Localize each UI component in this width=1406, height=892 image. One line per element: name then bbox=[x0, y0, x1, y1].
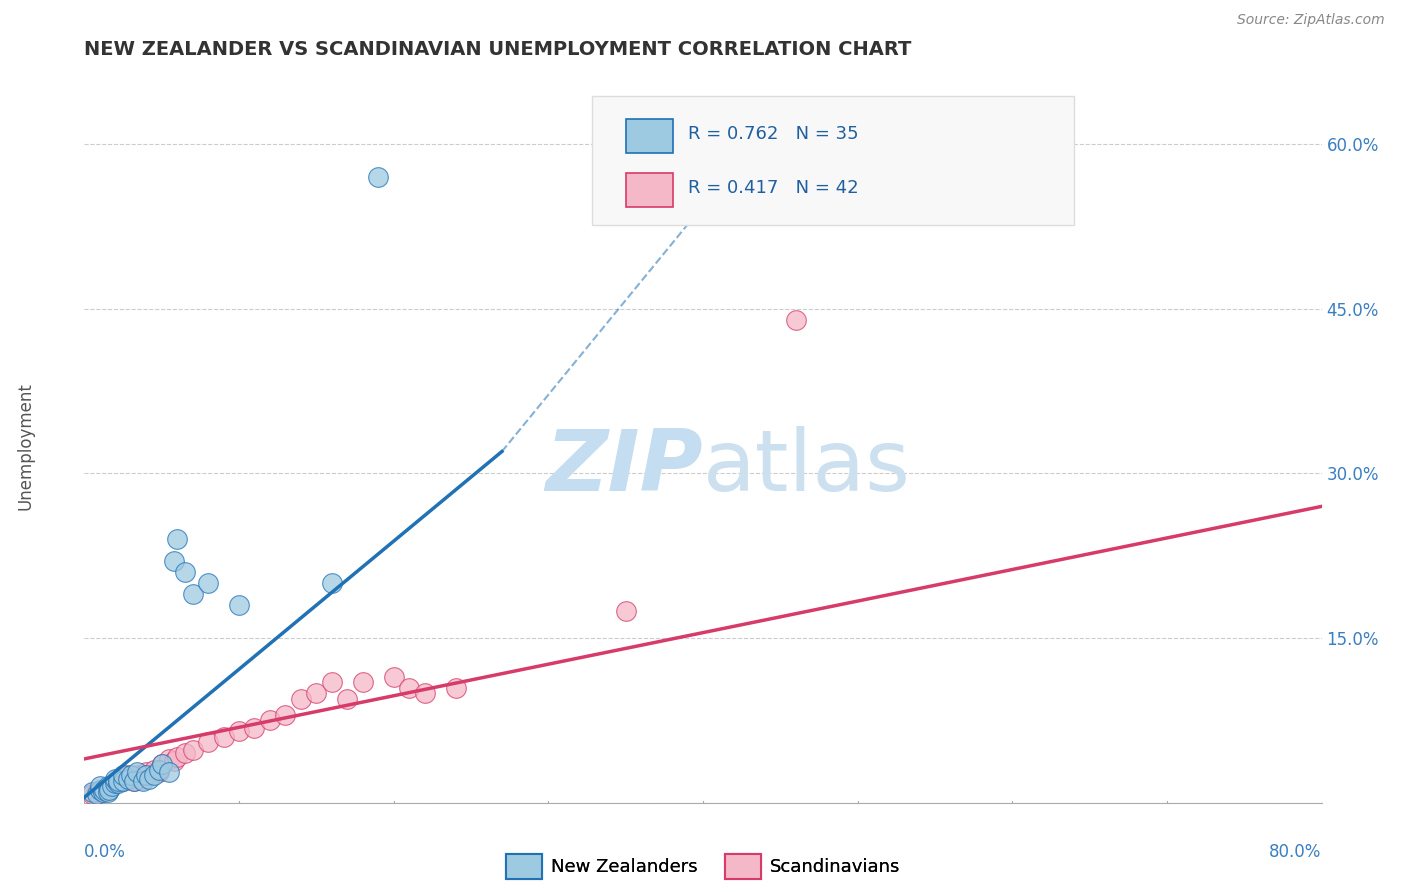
Point bbox=[148, 763, 170, 777]
Point bbox=[101, 780, 124, 794]
Text: Unemployment: Unemployment bbox=[17, 382, 34, 510]
Point bbox=[89, 780, 111, 794]
Point bbox=[138, 772, 160, 786]
Text: R = 0.417   N = 42: R = 0.417 N = 42 bbox=[688, 178, 859, 196]
Point bbox=[86, 787, 108, 801]
Point bbox=[143, 768, 166, 782]
Point bbox=[181, 587, 204, 601]
Point bbox=[166, 533, 188, 547]
Point bbox=[135, 765, 157, 780]
Point bbox=[382, 669, 405, 683]
Point bbox=[163, 754, 186, 768]
Point bbox=[444, 681, 467, 695]
Point bbox=[143, 763, 166, 777]
Point bbox=[163, 554, 186, 568]
Point bbox=[86, 785, 108, 799]
Point bbox=[122, 773, 145, 788]
Point bbox=[321, 675, 343, 690]
Point bbox=[243, 721, 266, 735]
Point bbox=[148, 765, 170, 780]
Point bbox=[97, 785, 120, 799]
Point bbox=[107, 773, 129, 788]
Point bbox=[101, 780, 124, 794]
Point bbox=[614, 604, 637, 618]
Point bbox=[117, 772, 139, 786]
Point bbox=[138, 768, 160, 782]
Point bbox=[120, 768, 142, 782]
Point bbox=[125, 765, 148, 780]
Point bbox=[174, 747, 197, 761]
Point bbox=[398, 681, 420, 695]
Point bbox=[117, 768, 139, 782]
Point bbox=[104, 776, 127, 790]
Point bbox=[104, 772, 127, 786]
Point bbox=[132, 773, 155, 788]
Text: 0.0%: 0.0% bbox=[84, 843, 127, 861]
Point bbox=[97, 782, 120, 797]
Point bbox=[305, 686, 328, 700]
Point bbox=[321, 576, 343, 591]
Point bbox=[97, 780, 120, 794]
Text: 80.0%: 80.0% bbox=[1270, 843, 1322, 861]
Point bbox=[132, 772, 155, 786]
Point bbox=[274, 708, 297, 723]
Point bbox=[89, 782, 111, 797]
Text: Source: ZipAtlas.com: Source: ZipAtlas.com bbox=[1237, 13, 1385, 28]
Point bbox=[150, 757, 173, 772]
Text: R = 0.762   N = 35: R = 0.762 N = 35 bbox=[688, 125, 859, 143]
Text: NEW ZEALANDER VS SCANDINAVIAN UNEMPLOYMENT CORRELATION CHART: NEW ZEALANDER VS SCANDINAVIAN UNEMPLOYME… bbox=[84, 40, 911, 59]
Point bbox=[98, 780, 121, 794]
Point bbox=[785, 312, 807, 326]
Point bbox=[197, 576, 219, 591]
Text: atlas: atlas bbox=[703, 425, 911, 509]
Point bbox=[98, 782, 121, 797]
Point bbox=[91, 785, 114, 799]
Point bbox=[181, 743, 204, 757]
Point bbox=[166, 749, 188, 764]
Text: ZIP: ZIP bbox=[546, 425, 703, 509]
Point bbox=[135, 768, 157, 782]
Point bbox=[89, 782, 111, 797]
Point bbox=[174, 566, 197, 580]
Point bbox=[150, 757, 173, 772]
Point bbox=[112, 773, 135, 788]
Point bbox=[228, 598, 250, 612]
Point bbox=[93, 782, 115, 797]
Point bbox=[352, 675, 374, 690]
Point bbox=[159, 752, 181, 766]
Legend: New Zealanders, Scandinavians: New Zealanders, Scandinavians bbox=[499, 847, 907, 887]
Point bbox=[107, 776, 129, 790]
Point bbox=[159, 765, 181, 780]
Point bbox=[120, 772, 142, 786]
Point bbox=[336, 691, 359, 706]
Point bbox=[413, 686, 436, 700]
Point bbox=[212, 730, 235, 744]
Point bbox=[82, 785, 104, 799]
FancyBboxPatch shape bbox=[626, 120, 673, 153]
Point bbox=[104, 776, 127, 790]
FancyBboxPatch shape bbox=[626, 173, 673, 207]
Point bbox=[122, 773, 145, 788]
Point bbox=[128, 768, 150, 782]
Point bbox=[367, 169, 389, 184]
Point bbox=[228, 724, 250, 739]
Point bbox=[112, 773, 135, 788]
FancyBboxPatch shape bbox=[592, 96, 1074, 225]
Point bbox=[290, 691, 312, 706]
Point bbox=[259, 714, 281, 728]
Point bbox=[82, 787, 104, 801]
Point bbox=[112, 768, 135, 782]
Point bbox=[197, 735, 219, 749]
Point bbox=[107, 773, 129, 788]
Point bbox=[91, 785, 114, 799]
